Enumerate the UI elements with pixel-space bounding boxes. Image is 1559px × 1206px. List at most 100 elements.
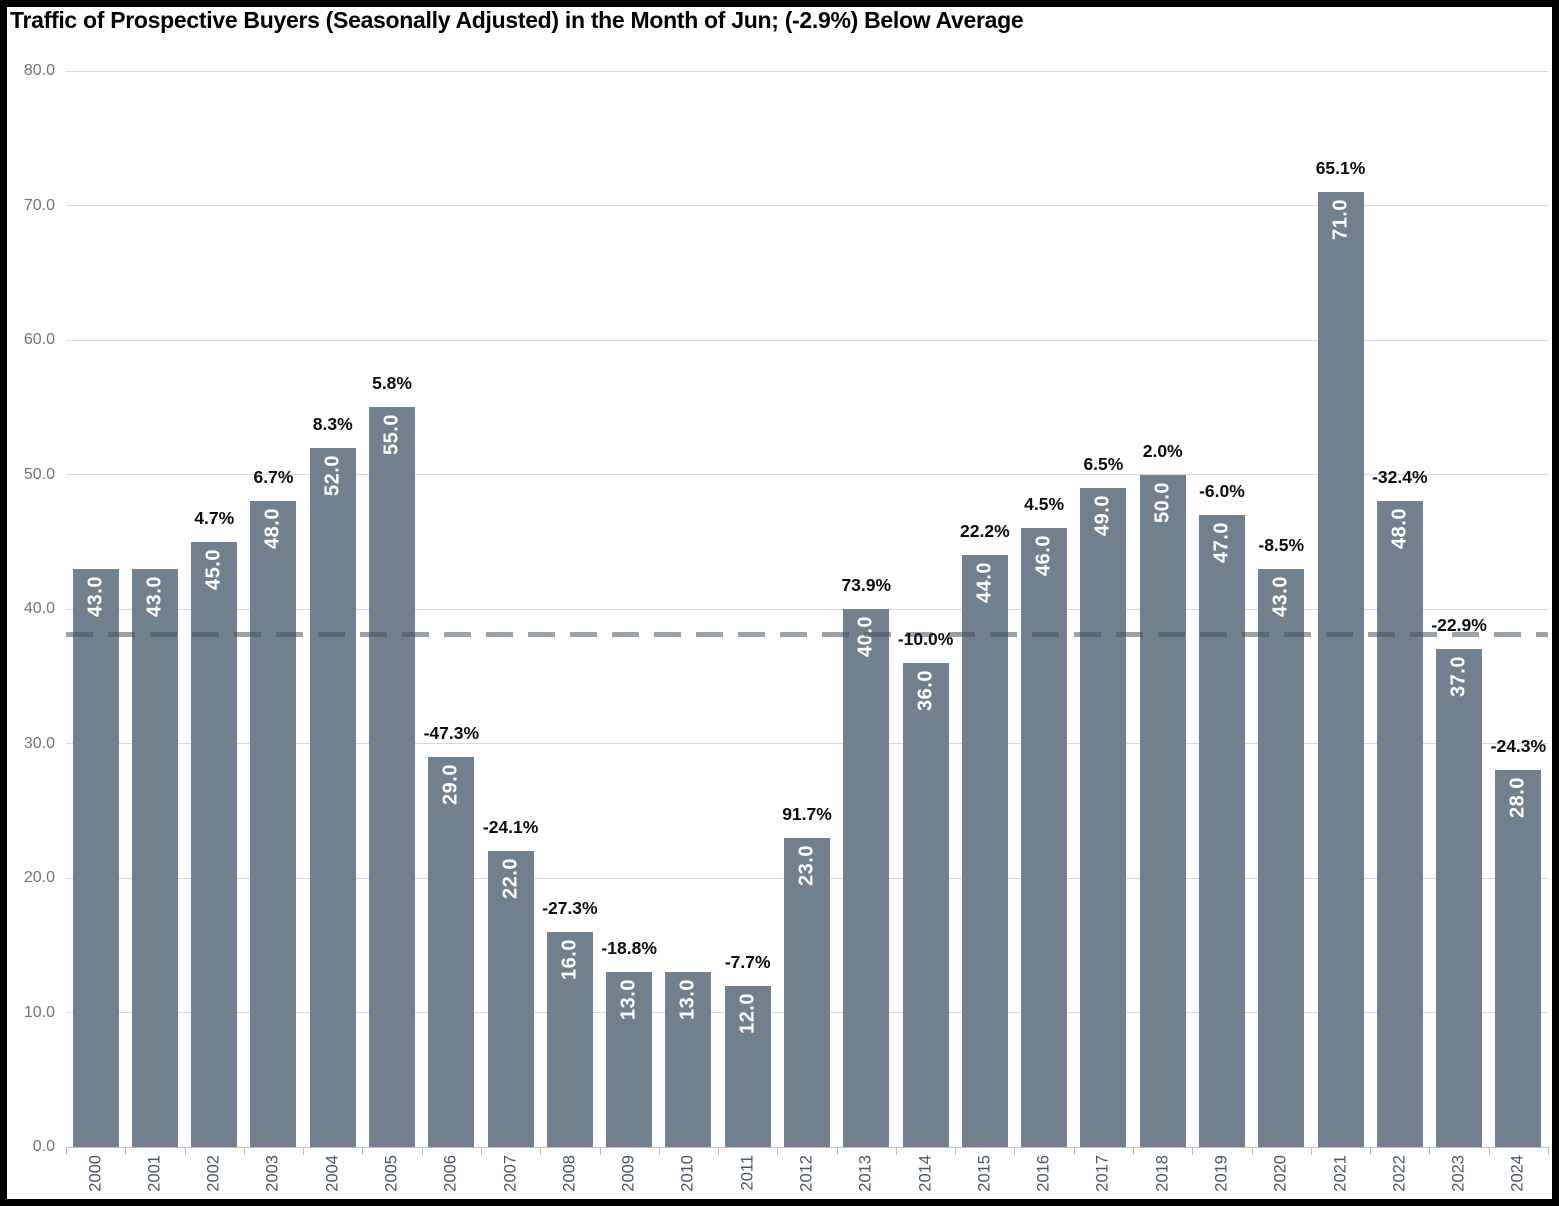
y-axis-tick-label: 0.0	[32, 1138, 55, 1155]
y-axis-tick-label: 10.0	[23, 1003, 55, 1021]
bar-2019: 47.0	[1198, 514, 1245, 1147]
x-axis-tick-mark	[1429, 1147, 1431, 1155]
bar-2014: 36.0	[902, 662, 949, 1147]
y-axis-tick-label: 50.0	[23, 465, 55, 483]
bar-2021: 71.0	[1317, 192, 1364, 1147]
x-axis-label-wrap: 2024	[1509, 1155, 1528, 1192]
bar-2010: 13.0	[665, 972, 712, 1147]
bar-value-label-wrap: 46.0	[1033, 535, 1056, 576]
pct-change-label-2006: -47.3%	[423, 722, 480, 743]
bar-2016: 46.0	[1021, 528, 1068, 1147]
bar-value-label: 13.0	[676, 979, 699, 1021]
gridline-60	[66, 339, 1548, 341]
x-axis-label-2009: 2009	[619, 1155, 638, 1192]
gridline-30	[66, 743, 1548, 744]
average-dashed-line	[66, 632, 1548, 638]
bar-value-label-wrap: 37.0	[1448, 656, 1471, 697]
bar-value-label-wrap: 71.0	[1329, 199, 1352, 240]
bar-value-label-wrap: 13.0	[677, 979, 700, 1020]
x-axis-label-wrap: 2009	[620, 1155, 639, 1192]
pct-change-label-2009: -18.8%	[601, 938, 657, 959]
x-axis-label-2022: 2022	[1390, 1155, 1409, 1192]
bar-value-label-wrap: 16.0	[558, 939, 581, 980]
gridline-70	[66, 205, 1548, 206]
x-axis-tick-mark	[1014, 1147, 1016, 1155]
y-axis-tick-label: 40.0	[23, 600, 55, 617]
bar-2018: 50.0	[1139, 474, 1186, 1147]
bar-value-label: 43.0	[84, 575, 107, 617]
bar-value-label-wrap: 28.0	[1507, 777, 1530, 818]
x-axis-label-2003: 2003	[263, 1155, 282, 1192]
x-axis-tick-mark	[1310, 1147, 1312, 1155]
pct-change-label-2013: 73.9%	[841, 575, 892, 595]
bar-value-label: 43.0	[1269, 575, 1292, 617]
x-axis-tick-mark	[66, 1147, 67, 1155]
x-axis-label-wrap: 2014	[916, 1155, 935, 1192]
bar-2002: 45.0	[191, 541, 238, 1147]
pct-change-label-2023: -22.9%	[1431, 615, 1487, 636]
bar-value-label: 48.0	[1388, 508, 1411, 550]
x-axis-label-wrap: 2001	[145, 1155, 164, 1192]
bar-2007: 22.0	[487, 851, 534, 1147]
bar-value-label-wrap: 55.0	[381, 414, 404, 455]
pct-change-label-2014: -10.0%	[897, 628, 954, 649]
x-axis-tick-mark	[421, 1147, 423, 1155]
x-axis-label-wrap: 2003	[264, 1155, 283, 1192]
bar-value-label-wrap: 43.0	[84, 576, 107, 617]
bar-2022: 48.0	[1376, 501, 1423, 1147]
x-axis-label-wrap: 2016	[1035, 1155, 1054, 1192]
bar-value-label-wrap: 43.0	[1270, 576, 1293, 617]
x-axis-tick-mark	[1370, 1147, 1372, 1155]
x-axis-label-wrap: 2012	[798, 1155, 817, 1192]
bar-value-label-wrap: 12.0	[736, 993, 759, 1034]
bar-2008: 16.0	[546, 931, 593, 1147]
x-axis-tick-mark	[658, 1147, 660, 1155]
x-axis-label-2000: 2000	[86, 1155, 105, 1192]
bar-2009: 13.0	[606, 972, 653, 1147]
x-axis-tick-mark	[895, 1147, 897, 1155]
pct-change-label-2018: 2.0%	[1142, 440, 1183, 461]
x-axis-label-2012: 2012	[797, 1155, 816, 1192]
gridline-80	[66, 70, 1548, 72]
pct-change-label-2021: 65.1%	[1315, 158, 1366, 179]
x-axis-label-2015: 2015	[975, 1155, 994, 1192]
bar-value-label-wrap: 13.0	[618, 979, 641, 1020]
bar-value-label: 23.0	[795, 844, 818, 886]
x-axis-label-2021: 2021	[1331, 1155, 1350, 1192]
bar-value-label-wrap: 48.0	[262, 508, 285, 549]
x-axis-label-2010: 2010	[678, 1155, 697, 1192]
bar-value-label: 52.0	[321, 454, 344, 496]
pct-change-label-2002: 4.7%	[194, 507, 235, 528]
pct-change-label-2015: 22.2%	[960, 521, 1010, 542]
y-axis-tick-label: 80.0	[23, 62, 55, 79]
bar-value-label: 47.0	[1210, 521, 1233, 563]
bar-value-label: 49.0	[1091, 494, 1114, 536]
x-axis-line	[66, 1146, 1548, 1148]
x-axis-tick-mark	[303, 1147, 305, 1155]
bar-value-label: 29.0	[439, 763, 462, 805]
pct-change-label-2011: -7.7%	[724, 951, 771, 972]
bar-2001: 43.0	[131, 568, 178, 1147]
bar-2004: 52.0	[309, 447, 356, 1147]
x-axis-label-wrap: 2018	[1153, 1155, 1172, 1192]
y-axis-tick-label: 60.0	[23, 331, 55, 348]
bar-value-label: 22.0	[499, 858, 522, 900]
bar-value-label-wrap: 50.0	[1151, 482, 1174, 523]
x-axis-tick-mark	[1073, 1147, 1075, 1155]
bar-value-label: 16.0	[558, 938, 581, 980]
gridline-50	[66, 474, 1548, 475]
x-axis-label-2005: 2005	[382, 1155, 401, 1192]
pct-change-label-2004: 8.3%	[312, 413, 353, 434]
pct-change-label-2007: -24.1%	[482, 817, 539, 838]
x-axis-label-wrap: 2023	[1450, 1155, 1469, 1192]
bar-value-label: 36.0	[914, 669, 937, 711]
x-axis-tick-mark	[599, 1147, 601, 1155]
x-axis-tick-mark	[540, 1147, 542, 1155]
bar-value-label: 71.0	[1329, 199, 1352, 240]
bar-2023: 37.0	[1436, 649, 1483, 1147]
bar-value-label: 12.0	[736, 992, 759, 1034]
x-axis-tick-mark	[362, 1147, 364, 1155]
x-axis-label-wrap: 2011	[738, 1155, 757, 1190]
x-axis-label-wrap: 2005	[383, 1155, 402, 1192]
x-axis-label-wrap: 2007	[501, 1155, 520, 1192]
